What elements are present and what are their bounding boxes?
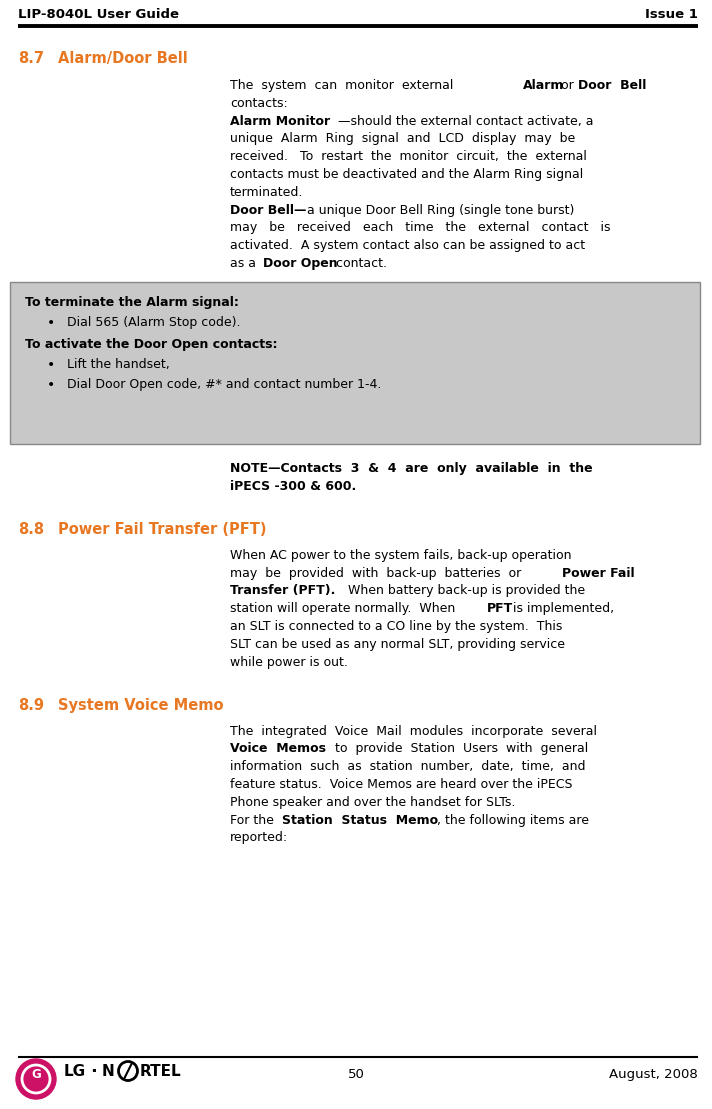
Text: Alarm: Alarm <box>523 79 565 92</box>
Text: station will operate normally.  When: station will operate normally. When <box>230 602 459 615</box>
Text: To activate the Door Open contacts:: To activate the Door Open contacts: <box>25 338 278 350</box>
Text: 8.9: 8.9 <box>18 698 44 713</box>
Text: ·: · <box>90 1064 97 1081</box>
Text: The  integrated  Voice  Mail  modules  incorporate  several: The integrated Voice Mail modules incorp… <box>230 724 597 737</box>
Text: •: • <box>47 316 56 330</box>
Text: Dial Door Open code, #* and contact number 1-4.: Dial Door Open code, #* and contact numb… <box>67 378 382 390</box>
Text: Station  Status  Memo: Station Status Memo <box>282 814 438 826</box>
Text: Voice  Memos: Voice Memos <box>230 742 326 755</box>
Text: 50: 50 <box>347 1068 365 1081</box>
Text: Dial 565 (Alarm Stop code).: Dial 565 (Alarm Stop code). <box>67 316 241 329</box>
Text: terminated.: terminated. <box>230 186 303 199</box>
Text: unique  Alarm  Ring  signal  and  LCD  display  may  be: unique Alarm Ring signal and LCD display… <box>230 132 575 145</box>
Text: RTEL: RTEL <box>140 1065 182 1079</box>
Text: may   be   received   each   time   the   external   contact   is: may be received each time the external c… <box>230 222 610 234</box>
Text: LIP-8040L User Guide: LIP-8040L User Guide <box>18 8 179 21</box>
Circle shape <box>16 1059 56 1099</box>
Text: Door Open: Door Open <box>263 257 337 269</box>
Text: while power is out.: while power is out. <box>230 655 348 669</box>
Text: The  system  can  monitor  external: The system can monitor external <box>230 79 461 92</box>
Text: Door Bell—: Door Bell— <box>230 204 306 216</box>
Text: Alarm Monitor: Alarm Monitor <box>230 114 330 128</box>
Text: N: N <box>102 1065 115 1079</box>
Text: G: G <box>31 1068 41 1081</box>
Text: System Voice Memo: System Voice Memo <box>58 698 224 713</box>
Text: When battery back-up is provided the: When battery back-up is provided the <box>340 584 585 598</box>
Text: activated.  A system contact also can be assigned to act: activated. A system contact also can be … <box>230 240 585 252</box>
Text: feature status.  Voice Memos are heard over the iPECS: feature status. Voice Memos are heard ov… <box>230 779 572 791</box>
Text: is implemented,: is implemented, <box>509 602 614 615</box>
Text: 8.8: 8.8 <box>18 522 44 537</box>
Text: contacts must be deactivated and the Alarm Ring signal: contacts must be deactivated and the Ala… <box>230 167 583 181</box>
Text: Transfer (PFT).: Transfer (PFT). <box>230 584 335 598</box>
Text: as a: as a <box>230 257 260 269</box>
Text: an SLT is connected to a CO line by the system.  This: an SLT is connected to a CO line by the … <box>230 620 562 633</box>
Text: NOTE—Contacts  3  &  4  are  only  available  in  the: NOTE—Contacts 3 & 4 are only available i… <box>230 462 592 475</box>
Text: •: • <box>47 378 56 391</box>
Text: information  such  as  station  number,  date,  time,  and: information such as station number, date… <box>230 760 585 773</box>
Text: , the following items are: , the following items are <box>437 814 589 826</box>
Text: —should the external contact activate, a: —should the external contact activate, a <box>338 114 594 128</box>
Text: or: or <box>557 79 577 92</box>
Text: Lift the handset,: Lift the handset, <box>67 358 169 372</box>
Text: to  provide  Station  Users  with  general: to provide Station Users with general <box>327 742 588 755</box>
Text: Issue 1: Issue 1 <box>645 8 698 21</box>
Text: contact.: contact. <box>332 257 387 269</box>
Text: For the: For the <box>230 814 278 826</box>
Text: SLT can be used as any normal SLT, providing service: SLT can be used as any normal SLT, provi… <box>230 638 565 651</box>
FancyBboxPatch shape <box>10 282 700 444</box>
Text: Power Fail Transfer (PFT): Power Fail Transfer (PFT) <box>58 522 266 537</box>
Text: Door  Bell: Door Bell <box>578 79 646 92</box>
Text: Power Fail: Power Fail <box>562 567 634 580</box>
Text: When AC power to the system fails, back-up operation: When AC power to the system fails, back-… <box>230 549 572 562</box>
Text: To terminate the Alarm signal:: To terminate the Alarm signal: <box>25 296 239 309</box>
Text: August, 2008: August, 2008 <box>609 1068 698 1081</box>
Text: reported:: reported: <box>230 832 288 844</box>
Text: may  be  provided  with  back-up  batteries  or: may be provided with back-up batteries o… <box>230 567 529 580</box>
Text: contacts:: contacts: <box>230 96 288 110</box>
Text: Alarm/Door Bell: Alarm/Door Bell <box>58 51 188 67</box>
Text: PFT: PFT <box>487 602 513 615</box>
Text: •: • <box>47 358 56 373</box>
Text: a unique Door Bell Ring (single tone burst): a unique Door Bell Ring (single tone bur… <box>307 204 575 216</box>
Text: LG: LG <box>64 1065 86 1079</box>
Text: 8.7: 8.7 <box>18 51 44 67</box>
Text: received.   To  restart  the  monitor  circuit,  the  external: received. To restart the monitor circuit… <box>230 150 587 163</box>
Text: iPECS -300 & 600.: iPECS -300 & 600. <box>230 480 356 492</box>
Text: Phone speaker and over the handset for SLTs.: Phone speaker and over the handset for S… <box>230 796 515 808</box>
